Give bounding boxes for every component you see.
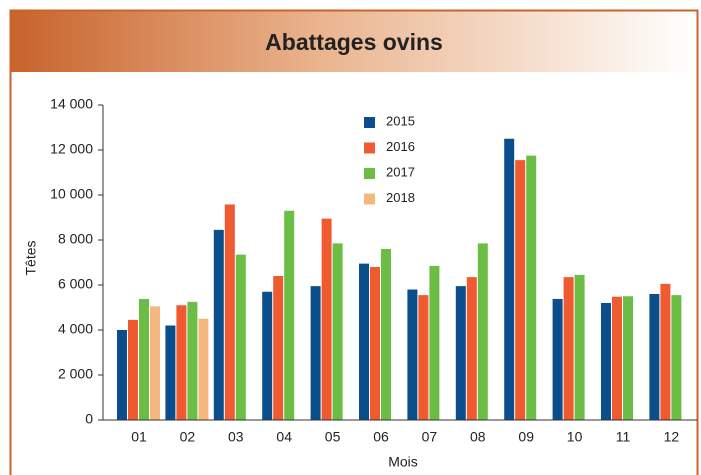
bar bbox=[128, 319, 138, 420]
y-tick-label: 6 000 bbox=[58, 276, 93, 292]
bar bbox=[660, 283, 671, 420]
bar bbox=[284, 210, 295, 420]
header-band bbox=[11, 11, 697, 72]
bar bbox=[612, 296, 622, 420]
bar bbox=[235, 254, 246, 420]
x-tick-label: 08 bbox=[470, 429, 486, 445]
bar bbox=[526, 155, 537, 420]
y-tick-label: 0 bbox=[85, 411, 93, 427]
bar bbox=[671, 295, 682, 420]
bar bbox=[370, 267, 380, 420]
bar bbox=[563, 277, 574, 420]
bar bbox=[213, 229, 224, 420]
legend-swatch bbox=[364, 117, 375, 128]
bar bbox=[601, 303, 611, 420]
bar bbox=[321, 218, 332, 420]
x-tick-label: 06 bbox=[373, 429, 389, 445]
y-tick-label: 12 000 bbox=[50, 141, 93, 157]
y-axis-label: Têtes bbox=[23, 240, 39, 275]
y-tick-label: 4 000 bbox=[58, 321, 93, 337]
bar bbox=[552, 298, 563, 420]
bar bbox=[466, 277, 477, 420]
bar bbox=[623, 296, 633, 420]
x-tick-label: 07 bbox=[422, 429, 438, 445]
x-tick-label: 01 bbox=[131, 429, 147, 445]
x-tick-label: 10 bbox=[567, 429, 583, 445]
bar bbox=[477, 243, 488, 420]
frame bbox=[9, 9, 699, 475]
legend-label: 2018 bbox=[386, 190, 415, 205]
legend-swatch bbox=[364, 193, 375, 205]
bar bbox=[262, 291, 273, 420]
bar bbox=[224, 204, 235, 420]
bar bbox=[418, 295, 429, 420]
bar bbox=[332, 243, 343, 420]
legend-label: 2016 bbox=[386, 139, 415, 154]
bar bbox=[455, 286, 466, 420]
legend-swatch bbox=[364, 168, 375, 179]
x-tick-label: 03 bbox=[228, 429, 244, 445]
bar bbox=[504, 138, 515, 420]
y-tick-label: 10 000 bbox=[50, 186, 93, 202]
x-tick-label: 05 bbox=[325, 429, 341, 445]
bar bbox=[139, 298, 149, 420]
bar bbox=[649, 294, 660, 420]
bar bbox=[150, 306, 160, 420]
x-tick-label: 02 bbox=[180, 429, 196, 445]
bar bbox=[187, 301, 198, 420]
bar bbox=[176, 305, 187, 420]
legend-label: 2017 bbox=[386, 164, 415, 179]
bar bbox=[429, 265, 440, 420]
x-tick-label: 12 bbox=[664, 429, 680, 445]
bar bbox=[273, 276, 284, 420]
bar bbox=[198, 318, 209, 420]
bar bbox=[574, 274, 585, 420]
y-tick-label: 2 000 bbox=[58, 366, 93, 382]
bar bbox=[359, 263, 369, 420]
bar bbox=[515, 160, 526, 420]
bar bbox=[310, 286, 321, 420]
x-tick-label: 11 bbox=[616, 429, 631, 445]
y-tick-label: 8 000 bbox=[58, 231, 93, 247]
legend-swatch bbox=[364, 142, 375, 154]
x-tick-label: 09 bbox=[518, 429, 534, 445]
x-axis-label: Mois bbox=[388, 454, 418, 470]
bar bbox=[117, 330, 127, 420]
y-tick-label: 14 000 bbox=[50, 96, 93, 112]
bar bbox=[381, 249, 391, 420]
legend-label: 2015 bbox=[386, 113, 415, 128]
bar bbox=[407, 289, 418, 420]
x-tick-label: 04 bbox=[276, 429, 292, 445]
bar bbox=[165, 325, 176, 420]
chart-title: Abattages ovins bbox=[265, 29, 443, 55]
